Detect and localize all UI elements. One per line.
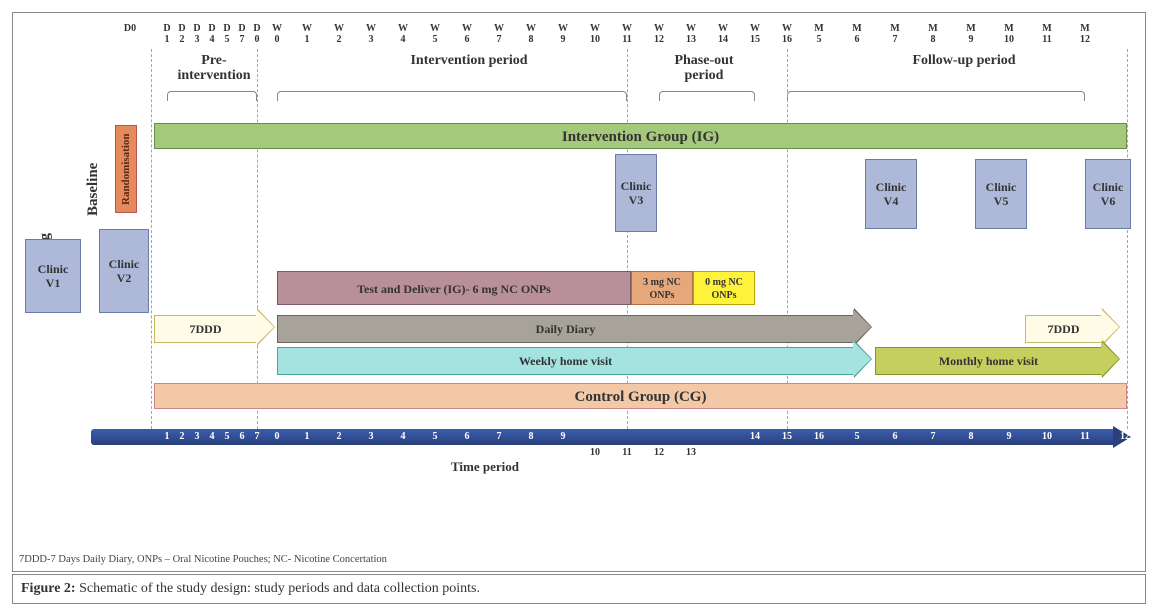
time-tick-below: 13 <box>681 447 701 458</box>
clinic-visit-box: ClinicV2 <box>99 229 149 313</box>
header-tick: D0 <box>119 23 141 34</box>
monthly-visit-arrow-arrowhead <box>1101 341 1119 377</box>
clinic-visit-box: ClinicV5 <box>975 159 1027 229</box>
header-tick: W4 <box>392 23 414 45</box>
figure-outer-box: ScreeningBaselineD0D1D2D3D4D5D7D0W0W1W2W… <box>12 12 1146 572</box>
header-tick: W13 <box>680 23 702 45</box>
randomisation-box: Randomisation <box>115 125 137 213</box>
7ddd-arrow-1-arrowhead <box>256 309 274 345</box>
phaseout-3mg-bar: 3 mg NCONPs <box>631 271 693 305</box>
daily-diary-arrow-label: Daily Diary <box>277 315 853 343</box>
time-tick-on: 8 <box>961 431 981 442</box>
header-tick: W3 <box>360 23 382 45</box>
header-tick: W2 <box>328 23 350 45</box>
header-tick: M5 <box>808 23 830 45</box>
caption-label: Figure 2: <box>21 581 76 596</box>
header-tick: W1 <box>296 23 318 45</box>
time-tick-on: 11 <box>1075 431 1095 442</box>
time-tick-on: 0 <box>267 431 287 442</box>
monthly-visit-arrow: Monthly home visit <box>875 347 1119 375</box>
time-tick-on: 2 <box>329 431 349 442</box>
monthly-visit-arrow-label: Monthly home visit <box>875 347 1101 375</box>
clinic-visit-box: ClinicV6 <box>1085 159 1131 229</box>
time-tick-on: 10 <box>1037 431 1057 442</box>
weekly-visit-arrow: Weekly home visit <box>277 347 871 375</box>
study-design-diagram: ScreeningBaselineD0D1D2D3D4D5D7D0W0W1W2W… <box>19 19 1149 544</box>
phase-label: Intervention period <box>339 53 599 68</box>
time-axis-label: Time period <box>451 459 519 475</box>
time-tick-below: 12 <box>649 447 669 458</box>
header-tick: W12 <box>648 23 670 45</box>
phase-divider <box>1127 49 1128 429</box>
phase-brace <box>787 91 1085 101</box>
time-tick-below: 10 <box>585 447 605 458</box>
phase-divider <box>257 49 258 429</box>
time-tick-on: 1 <box>297 431 317 442</box>
header-tick: W8 <box>520 23 542 45</box>
time-tick-on: 4 <box>393 431 413 442</box>
time-tick-below: 11 <box>617 447 637 458</box>
header-tick: W14 <box>712 23 734 45</box>
phaseout-0mg-bar: 0 mg NCONPs <box>693 271 755 305</box>
header-tick: M9 <box>960 23 982 45</box>
test-deliver-bar: Test and Deliver (IG)- 6 mg NC ONPs <box>277 271 631 305</box>
clinic-visit-box: ClinicV3 <box>615 154 657 232</box>
time-tick-on: 7 <box>923 431 943 442</box>
header-tick: W16 <box>776 23 798 45</box>
time-tick-on: 3 <box>361 431 381 442</box>
header-tick: M6 <box>846 23 868 45</box>
header-tick: M7 <box>884 23 906 45</box>
phase-brace <box>167 91 257 101</box>
7ddd-arrow-2: 7DDD <box>1025 315 1119 343</box>
weekly-visit-arrow-arrowhead <box>853 341 871 377</box>
phase-brace <box>659 91 755 101</box>
phase-label: Follow-up period <box>849 53 1079 68</box>
intervention-group-bar: Intervention Group (IG) <box>154 123 1127 149</box>
header-tick: W9 <box>552 23 574 45</box>
time-tick-on: 7 <box>247 431 267 442</box>
header-tick: D0 <box>246 23 268 45</box>
header-tick: W11 <box>616 23 638 45</box>
time-tick-on: 9 <box>999 431 1019 442</box>
time-tick-on: 15 <box>777 431 797 442</box>
weekly-visit-arrow-label: Weekly home visit <box>277 347 853 375</box>
daily-diary-arrow: Daily Diary <box>277 315 871 343</box>
figure-caption: Figure 2: Schematic of the study design:… <box>12 574 1146 604</box>
time-tick-on: 6 <box>457 431 477 442</box>
header-tick: W10 <box>584 23 606 45</box>
time-tick-on: 14 <box>745 431 765 442</box>
7ddd-arrow-1-label: 7DDD <box>154 315 256 343</box>
time-tick-on: 12 <box>1115 431 1135 442</box>
time-tick-on: 7 <box>489 431 509 442</box>
7ddd-arrow-1: 7DDD <box>154 315 274 343</box>
baseline-label: Baseline <box>85 149 102 229</box>
time-tick-on: 6 <box>885 431 905 442</box>
footnote: 7DDD-7 Days Daily Diary, ONPs – Oral Nic… <box>19 554 1139 565</box>
control-group-bar: Control Group (CG) <box>154 383 1127 409</box>
time-tick-on: 16 <box>809 431 829 442</box>
header-tick: W7 <box>488 23 510 45</box>
time-tick-on: 5 <box>847 431 867 442</box>
phase-brace <box>277 91 627 101</box>
time-tick-on: 5 <box>425 431 445 442</box>
phase-label: Pre-intervention <box>169 53 259 83</box>
header-tick: W15 <box>744 23 766 45</box>
header-tick: W6 <box>456 23 478 45</box>
header-tick: M11 <box>1036 23 1058 45</box>
header-tick: M10 <box>998 23 1020 45</box>
7ddd-arrow-2-label: 7DDD <box>1025 315 1101 343</box>
clinic-visit-box: ClinicV1 <box>25 239 81 313</box>
time-tick-on: 9 <box>553 431 573 442</box>
time-tick-on: 8 <box>521 431 541 442</box>
phase-divider <box>151 49 152 429</box>
header-tick: M8 <box>922 23 944 45</box>
phase-label: Phase-outperiod <box>649 53 759 83</box>
header-tick: W5 <box>424 23 446 45</box>
clinic-visit-box: ClinicV4 <box>865 159 917 229</box>
header-tick: M12 <box>1074 23 1096 45</box>
header-tick: W0 <box>266 23 288 45</box>
caption-text: Schematic of the study design: study per… <box>76 581 480 596</box>
